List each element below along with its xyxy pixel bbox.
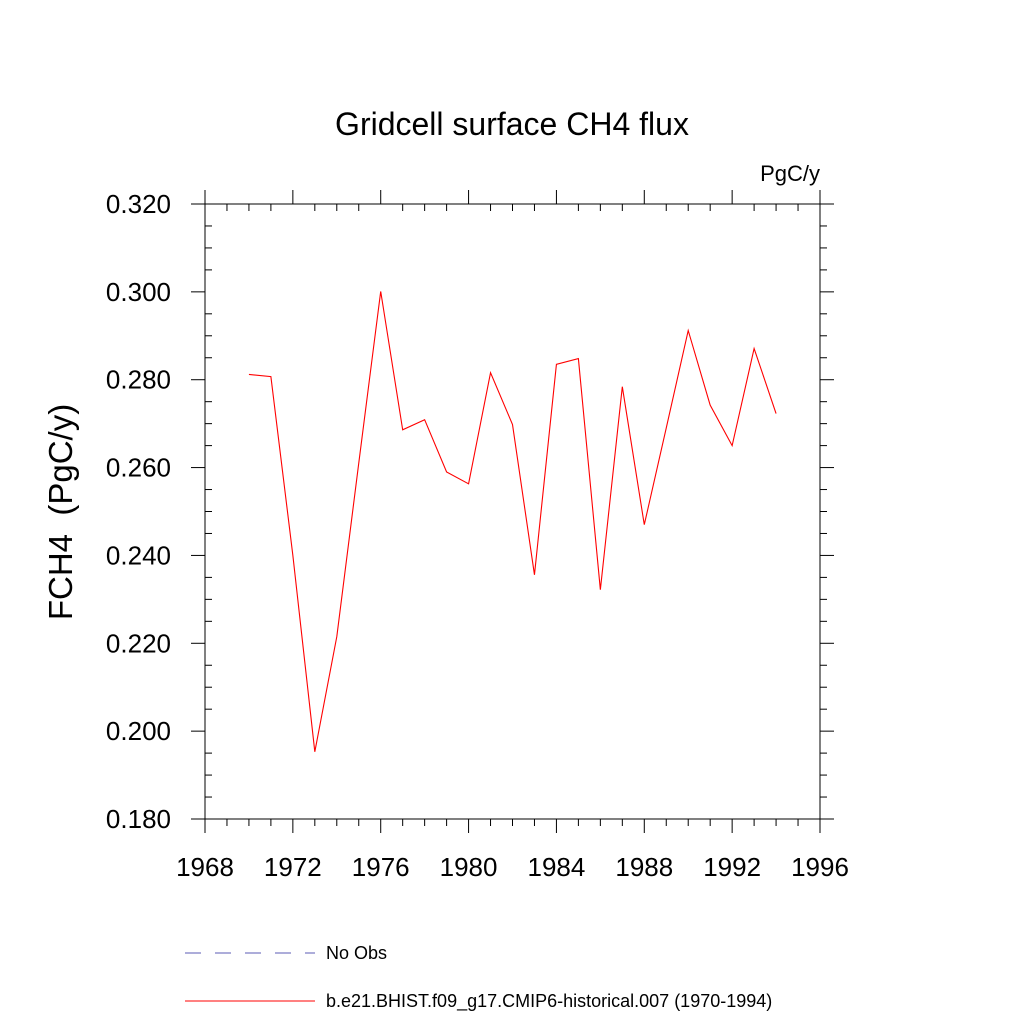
x-tick-label: 1996 xyxy=(791,852,849,882)
y-axis-label: FCH4 (PgC/y) xyxy=(42,404,79,620)
x-tick-label: 1968 xyxy=(176,852,234,882)
y-tick-label: 0.240 xyxy=(106,540,171,570)
legend-label-model: b.e21.BHIST.f09_g17.CMIP6-historical.007… xyxy=(326,991,772,1012)
x-axis: 1968 1972 1976 1980 1984 1988 1992 1996 xyxy=(176,190,849,882)
legend-label-no-obs: No Obs xyxy=(326,943,387,963)
chart-title: Gridcell surface CH4 flux xyxy=(335,106,689,142)
x-tick-label: 1992 xyxy=(703,852,761,882)
y-tick-label: 0.180 xyxy=(106,804,171,834)
series-line-0 xyxy=(248,291,777,752)
y-tick-label: 0.200 xyxy=(106,716,171,746)
y-tick-label: 0.320 xyxy=(106,189,171,219)
x-tick-label: 1984 xyxy=(528,852,586,882)
y-axis: 0.180 0.200 0.220 0.240 0.260 0.280 0.300 0.320 xyxy=(106,189,834,834)
x-tick-label: 1972 xyxy=(264,852,322,882)
legend: No Obs b.e21.BHIST.f09_g17.CMIP6-histori… xyxy=(185,943,772,1012)
series-layer xyxy=(248,291,777,752)
y-tick-label: 0.300 xyxy=(106,277,171,307)
units-label: PgC/y xyxy=(760,161,820,186)
y-tick-label: 0.280 xyxy=(106,365,171,395)
x-tick-label: 1980 xyxy=(440,852,498,882)
x-tick-label: 1988 xyxy=(615,852,673,882)
y-tick-label: 0.260 xyxy=(106,453,171,483)
x-tick-label: 1976 xyxy=(352,852,410,882)
plot-frame xyxy=(204,203,821,820)
y-tick-label: 0.220 xyxy=(106,628,171,658)
